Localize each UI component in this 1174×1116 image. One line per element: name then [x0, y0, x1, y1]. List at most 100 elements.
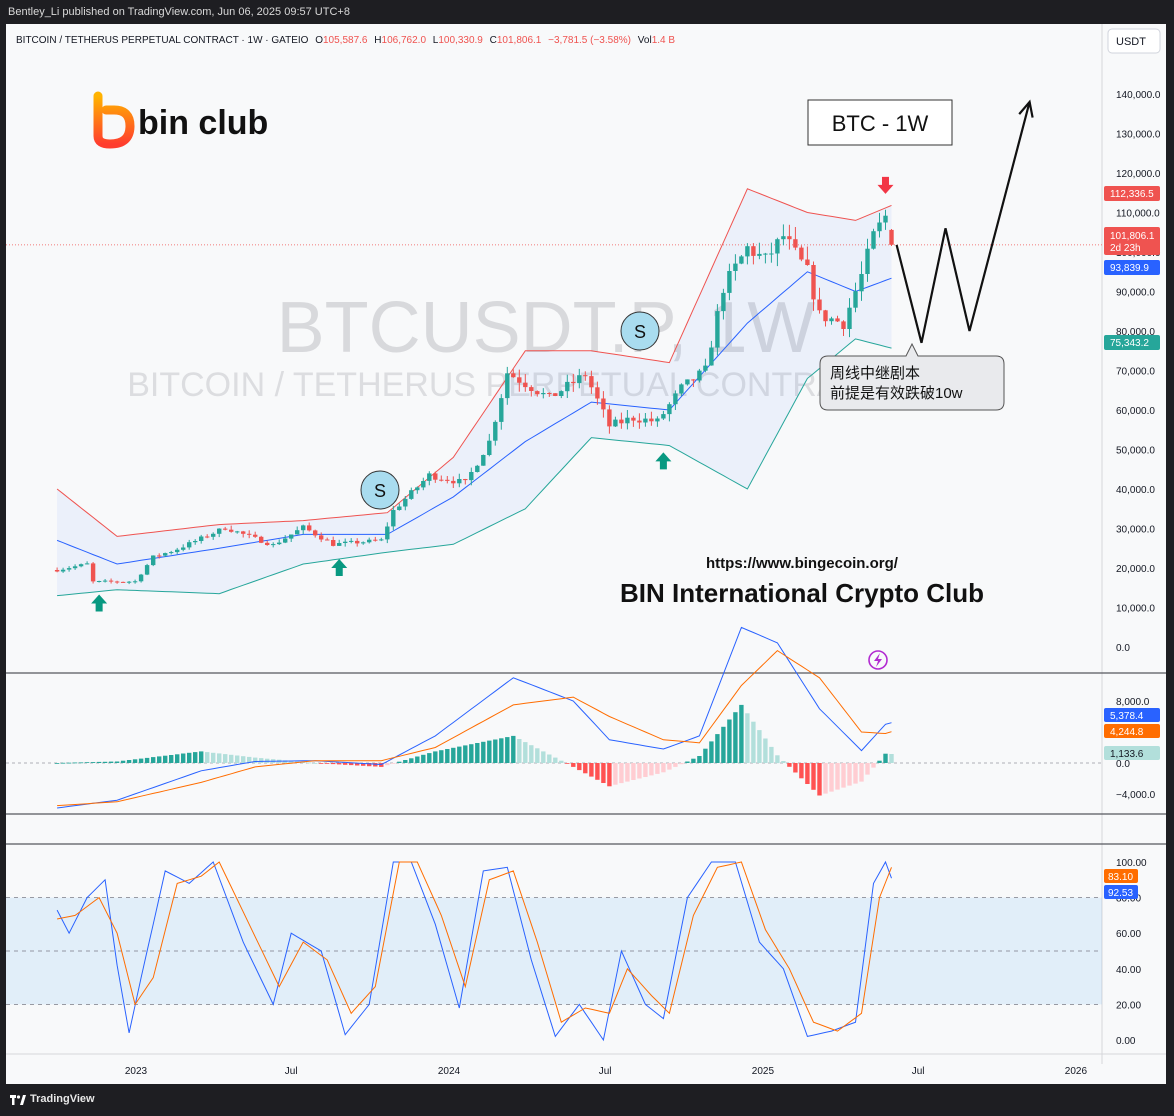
macd-histogram-bar: [757, 730, 762, 763]
macd-histogram-bar: [745, 713, 750, 763]
candle-body: [169, 552, 174, 554]
s-marker-2-label: S: [634, 322, 646, 342]
bollinger-basis-line: [56, 271, 892, 565]
candle-body: [799, 247, 804, 260]
macd-histogram-bar: [535, 748, 540, 763]
macd-histogram-bar: [823, 763, 828, 794]
macd-histogram-bar: [313, 763, 318, 764]
publisher-bar: Bentley_Li published on TradingView.com,…: [0, 0, 1174, 24]
macd-histogram-bar: [685, 761, 690, 763]
tag-macd: 5,378.4: [1104, 708, 1160, 722]
candle-body: [337, 543, 342, 546]
macd-histogram-bar: [631, 763, 636, 780]
flash-icon[interactable]: [868, 650, 888, 670]
legend-close: 101,806.1: [497, 35, 542, 46]
macd-histogram-bar: [301, 761, 306, 763]
macd-histogram-bar: [583, 763, 588, 774]
bin-club-logo: bin club: [93, 91, 268, 149]
candle-body: [223, 528, 228, 530]
tag-hist: 1,133.6: [1104, 746, 1160, 760]
candle-body: [379, 539, 384, 541]
price-tick: 0.0: [1116, 643, 1130, 654]
currency-button[interactable]: USDT: [1107, 28, 1161, 54]
macd-histogram-bar: [739, 704, 744, 763]
macd-histogram-bar: [619, 763, 624, 784]
candle-body: [595, 387, 600, 399]
candle-body: [181, 547, 186, 550]
candle-body: [385, 526, 390, 540]
legend-vol: 1.4 B: [652, 35, 676, 46]
up-arrow-icon: [91, 594, 108, 612]
legend-high: 106,762.0: [382, 35, 427, 46]
chart-canvas[interactable]: BTCUSDT.P, 1W BITCOIN / TETHERUS PERPETU…: [6, 24, 1166, 1084]
macd-histogram-bar: [355, 763, 360, 766]
tradingview-logo-icon: [10, 1095, 26, 1105]
macd-histogram-bar: [445, 749, 450, 763]
candle-body: [877, 222, 882, 232]
candle-body: [415, 487, 420, 491]
candle-body: [823, 310, 828, 322]
candle-body: [96, 581, 102, 582]
candle-body: [193, 541, 198, 543]
chart-frame[interactable]: BTCUSDT.P, 1W BITCOIN / TETHERUS PERPETU…: [6, 24, 1166, 1084]
macd-histogram-bar: [883, 753, 888, 763]
macd-histogram-bar: [403, 760, 408, 763]
currency-label[interactable]: USDT: [1116, 36, 1146, 48]
macd-histogram-bar: [96, 761, 102, 763]
macd-histogram-bar: [649, 763, 654, 776]
candle-body: [679, 384, 684, 394]
macd-histogram-bar: [397, 761, 402, 763]
candle-body: [865, 248, 870, 274]
macd-histogram-bar: [475, 743, 480, 763]
macd-histogram-bar: [457, 746, 462, 763]
candle-body: [451, 480, 456, 484]
time-tick: 2026: [1065, 1066, 1088, 1077]
candle-body: [397, 506, 402, 510]
macd-histogram-bar: [817, 763, 822, 796]
macd-histogram-bar: [781, 761, 786, 763]
candle-body: [373, 539, 378, 541]
candle-body: [547, 393, 552, 394]
macd-histogram-bar: [853, 763, 858, 784]
candle-body: [541, 393, 546, 395]
price-tick: 50,000.0: [1116, 446, 1155, 457]
macd-histogram-bar: [385, 763, 390, 766]
tag-last-price-text: 101,806.1: [1110, 231, 1155, 242]
candle-body: [559, 391, 564, 396]
candle-body: [625, 417, 630, 424]
candle-body: [769, 253, 774, 255]
candle-body: [511, 373, 516, 378]
price-tick: 30,000.0: [1116, 525, 1155, 536]
candle-body: [108, 580, 114, 582]
stoch-d-line: [57, 861, 892, 1032]
macd-histogram-bar: [451, 747, 456, 763]
macd-histogram-bar: [601, 763, 606, 783]
macd-histogram-bar: [325, 763, 330, 764]
candle-body: [349, 540, 354, 542]
candle-body: [295, 530, 300, 535]
candle-body: [643, 418, 648, 423]
macd-histogram-bar: [187, 752, 192, 763]
macd-histogram-bar: [703, 748, 708, 763]
macd-histogram-bar: [493, 739, 498, 763]
candle-body: [535, 391, 540, 395]
macd-histogram-bar: [373, 763, 378, 767]
macd-histogram-bar: [66, 762, 72, 764]
candle-body: [697, 370, 702, 381]
macd-histogram-bar: [613, 763, 618, 785]
scenario-callout: 周线中继剧本 前提是有效跌破10w: [819, 342, 1005, 411]
macd-histogram-bar: [865, 763, 870, 775]
macd-tick: −4,000.0: [1116, 790, 1156, 801]
tag-stoch-d-text: 83.10: [1108, 872, 1133, 883]
macd-histogram-bar: [241, 756, 246, 763]
macd-histogram-bar: [132, 759, 138, 763]
tag-stoch-k-text: 92.53: [1108, 888, 1133, 899]
candle-body: [499, 398, 504, 422]
candle-body: [553, 393, 558, 396]
macd-histogram-bar: [211, 752, 216, 763]
macd-histogram-bar: [541, 751, 546, 763]
legend-low: 100,330.9: [438, 35, 483, 46]
macd-histogram-bar: [481, 741, 486, 763]
candle-body: [781, 236, 786, 240]
macd-histogram-bar: [673, 763, 678, 767]
